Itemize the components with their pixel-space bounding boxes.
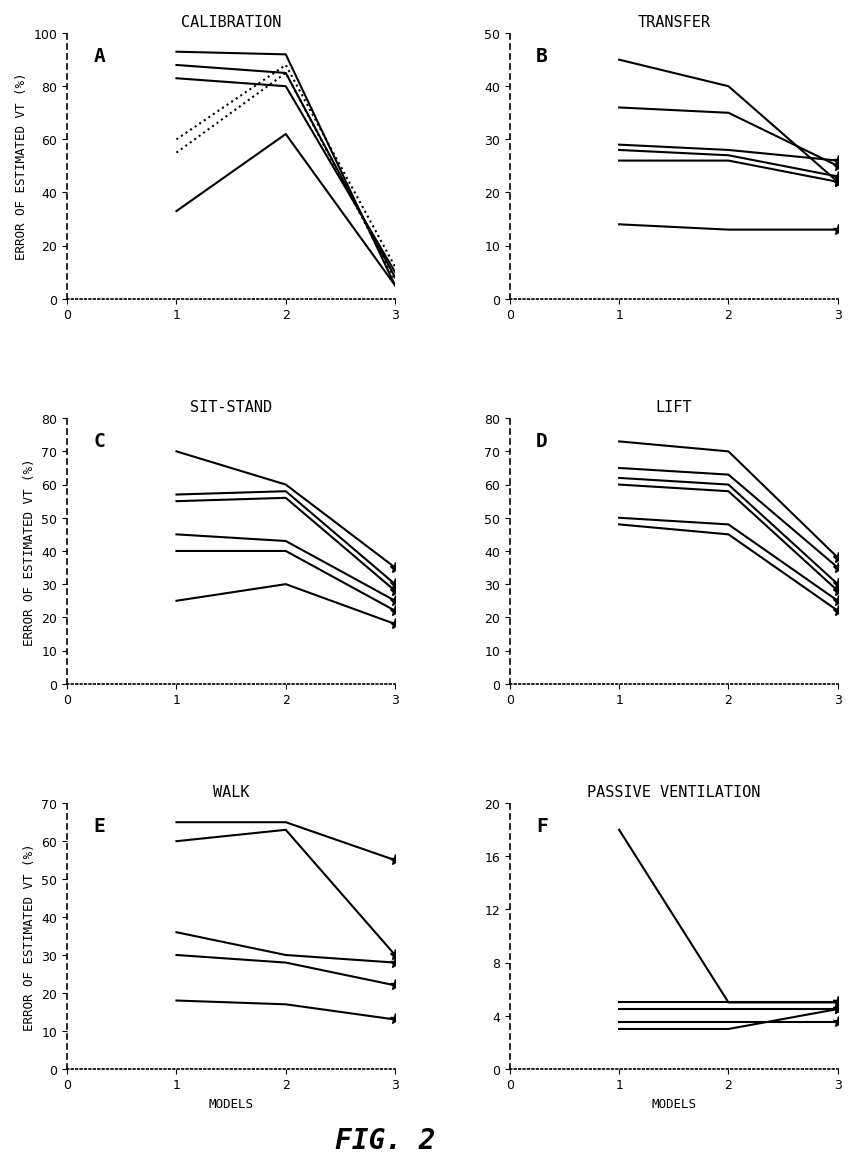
Y-axis label: ERROR OF ESTIMATED VT (%): ERROR OF ESTIMATED VT (%) [23, 458, 36, 645]
Title: SIT-STAND: SIT-STAND [190, 400, 272, 415]
Text: F: F [536, 817, 547, 836]
Text: B: B [536, 47, 547, 66]
Title: WALK: WALK [212, 784, 249, 799]
X-axis label: MODELS: MODELS [651, 1097, 696, 1110]
Text: A: A [93, 47, 105, 66]
Title: LIFT: LIFT [655, 400, 692, 415]
Y-axis label: ERROR OF ESTIMATED VT (%): ERROR OF ESTIMATED VT (%) [15, 73, 28, 260]
Title: CALIBRATION: CALIBRATION [181, 15, 281, 30]
Title: PASSIVE VENTILATION: PASSIVE VENTILATION [586, 784, 760, 799]
Y-axis label: ERROR OF ESTIMATED VT (%): ERROR OF ESTIMATED VT (%) [23, 843, 36, 1030]
Text: FIG. 2: FIG. 2 [335, 1126, 436, 1154]
Text: E: E [93, 817, 105, 836]
X-axis label: MODELS: MODELS [209, 1097, 253, 1110]
Text: D: D [536, 432, 547, 451]
Title: TRANSFER: TRANSFER [637, 15, 710, 30]
Text: C: C [93, 432, 105, 451]
